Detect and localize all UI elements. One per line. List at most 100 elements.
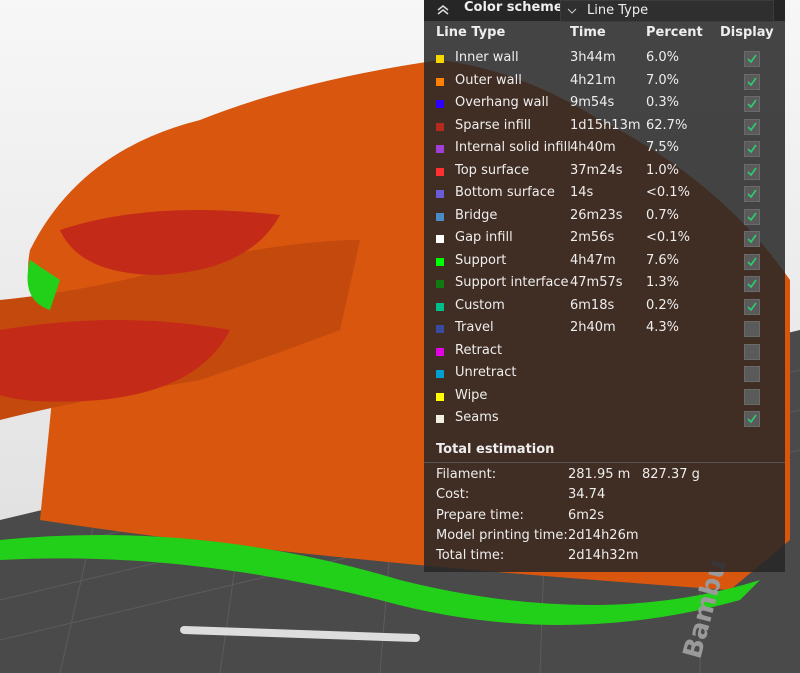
line-type-name: Outer wall — [455, 72, 522, 88]
color-swatch — [436, 212, 444, 221]
display-checkbox[interactable] — [744, 96, 760, 112]
total-value: 6m2s — [568, 507, 604, 523]
support — [27, 260, 60, 310]
percent: 4.3% — [646, 320, 680, 335]
line-type-name: Inner wall — [455, 50, 519, 65]
display-checkbox[interactable] — [744, 411, 760, 427]
color-swatch — [436, 280, 444, 288]
display-checkbox[interactable] — [744, 321, 760, 337]
separator — [424, 462, 785, 463]
line-type-name: Top surface — [455, 162, 530, 178]
legend-panel: Color scheme Line Type Line Type Time Perc… — [424, 0, 785, 572]
infill-top — [60, 210, 280, 275]
line-type-name: Bottom surface — [455, 185, 555, 200]
percent: 0.2% — [646, 297, 680, 313]
total-value: 2d14h32m — [568, 548, 639, 564]
time: 4h47m — [570, 252, 616, 268]
display-checkbox[interactable] — [744, 118, 760, 135]
color-swatch — [436, 302, 444, 311]
time: 2m56s — [570, 230, 615, 245]
column-header: Time — [570, 25, 606, 40]
line-type-name: Custom — [455, 297, 505, 313]
percent: <0.1% — [646, 230, 690, 245]
color-swatch — [436, 325, 444, 333]
dropdown-value: Line Type — [587, 3, 649, 18]
total-label: Filament: — [436, 467, 497, 482]
display-checkbox[interactable] — [744, 51, 760, 67]
total-value: 34.74 — [568, 487, 606, 503]
percent: <0.1% — [646, 185, 690, 200]
display-checkbox[interactable] — [744, 343, 760, 360]
color-swatch — [436, 167, 444, 176]
line-type-name: Internal solid infill — [455, 140, 571, 155]
line-type-name: Support — [455, 252, 507, 268]
display-checkbox[interactable] — [744, 73, 760, 90]
color-swatch — [436, 55, 444, 63]
line-type-name: Travel — [455, 320, 494, 335]
display-checkbox[interactable] — [744, 208, 760, 225]
color-swatch — [436, 347, 444, 356]
line-type-name: Seams — [455, 410, 499, 425]
display-checkbox[interactable] — [744, 388, 760, 405]
time: 3h44m — [570, 50, 616, 65]
line-type-name: Unretract — [455, 365, 517, 380]
color-swatch — [436, 122, 444, 131]
time: 2h40m — [570, 320, 616, 335]
percent: 62.7% — [646, 117, 688, 133]
column-header: Percent — [646, 25, 703, 40]
time: 26m23s — [570, 207, 623, 223]
color-swatch — [436, 100, 444, 108]
percent: 7.6% — [646, 252, 680, 268]
color-swatch — [436, 370, 444, 378]
color-swatch — [436, 235, 444, 243]
line-type-name: Overhang wall — [455, 95, 549, 110]
color-swatch — [436, 257, 444, 266]
time: 9m54s — [570, 95, 615, 110]
total-label: Model printing time: — [436, 527, 568, 543]
color-swatch — [436, 392, 444, 401]
plate-mark — [180, 625, 420, 643]
display-checkbox[interactable] — [744, 298, 760, 315]
display-checkbox[interactable] — [744, 141, 760, 157]
infill-top — [0, 320, 230, 402]
percent: 7.5% — [646, 140, 680, 155]
color-swatch — [436, 77, 444, 86]
total-label: Total time: — [436, 548, 505, 564]
display-checkbox[interactable] — [744, 186, 760, 202]
total-value: 827.37 g — [642, 467, 700, 482]
time: 6m18s — [570, 297, 615, 313]
total-value: 2d14h26m — [568, 527, 639, 543]
time: 47m57s — [570, 275, 623, 290]
scheme-title: Color scheme — [464, 0, 563, 15]
line-type-name: Wipe — [455, 387, 488, 403]
total-label: Prepare time: — [436, 507, 524, 523]
total-title: Total estimation — [436, 442, 555, 457]
display-checkbox[interactable] — [744, 231, 760, 247]
scheme-dropdown[interactable]: Line Type — [560, 0, 774, 22]
percent: 1.3% — [646, 275, 680, 290]
support — [0, 535, 760, 625]
percent: 0.7% — [646, 207, 680, 223]
line-type-name: Support interface — [455, 275, 569, 290]
time: 4h40m — [570, 140, 616, 155]
line-type-name: Gap infill — [455, 230, 513, 245]
column-header: Display — [720, 25, 774, 40]
color-swatch — [436, 415, 444, 423]
display-checkbox[interactable] — [744, 253, 760, 270]
display-checkbox[interactable] — [744, 366, 760, 382]
collapse-icon[interactable] — [436, 4, 450, 16]
percent: 1.0% — [646, 162, 680, 178]
display-checkbox[interactable] — [744, 163, 760, 180]
display-checkbox[interactable] — [744, 276, 760, 292]
time: 4h21m — [570, 72, 616, 88]
line-type-name: Bridge — [455, 207, 498, 223]
percent: 0.3% — [646, 95, 680, 110]
percent: 6.0% — [646, 50, 680, 65]
time: 37m24s — [570, 162, 623, 178]
line-type-name: Retract — [455, 342, 503, 358]
total-label: Cost: — [436, 487, 470, 503]
line-type-name: Sparse infill — [455, 117, 531, 133]
time: 1d15h13m — [570, 117, 641, 133]
color-swatch — [436, 190, 444, 198]
